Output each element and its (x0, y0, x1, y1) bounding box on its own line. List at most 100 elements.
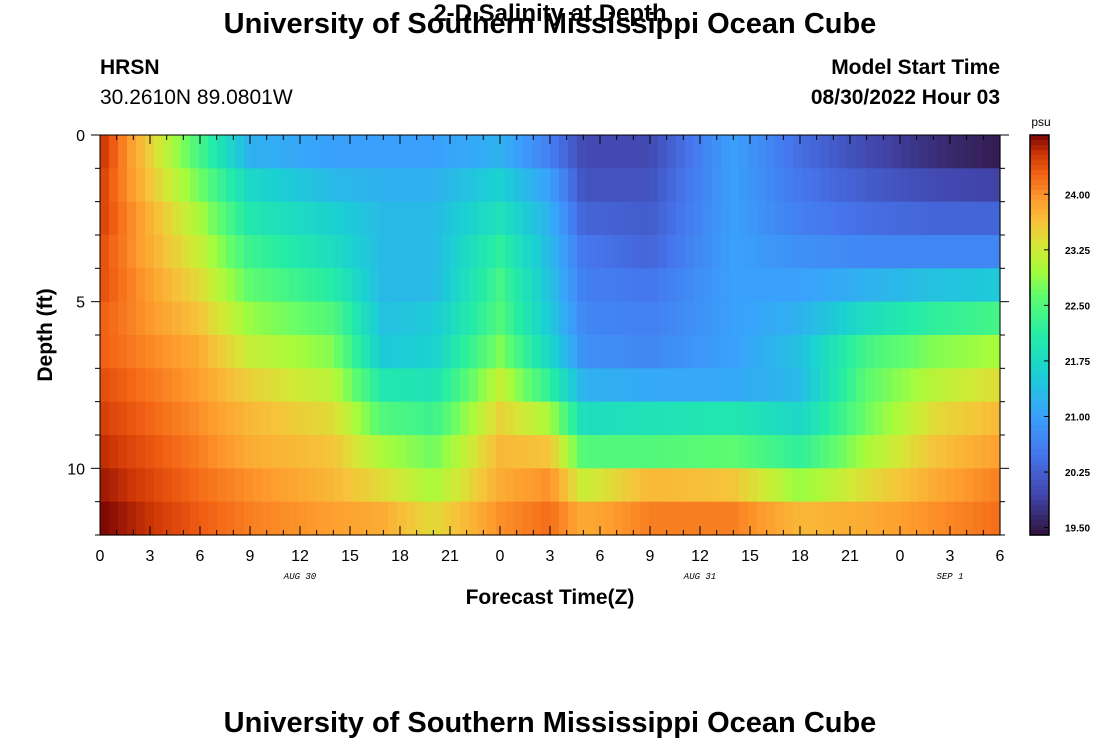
heatmap-cell (649, 368, 659, 403)
colorbar-segment (1030, 455, 1049, 461)
heatmap-cell (478, 368, 488, 403)
colorbar-tick-label: 21.75 (1065, 357, 1090, 368)
heatmap-cell (847, 435, 857, 469)
heatmap-cell (937, 168, 947, 203)
heatmap-cell (703, 268, 713, 303)
heatmap-cell (127, 301, 137, 336)
x-tick-label: 18 (791, 548, 809, 565)
heatmap-cell (721, 435, 731, 469)
heatmap-cell (379, 168, 389, 203)
heatmap-cell (487, 235, 497, 269)
heatmap-cell (982, 135, 992, 169)
heatmap-cell (667, 235, 677, 269)
heatmap-cell (964, 335, 974, 369)
heatmap-cell (919, 235, 929, 269)
heatmap-cell (856, 235, 866, 269)
heatmap-cell (433, 268, 443, 303)
heatmap-cell (595, 168, 605, 203)
colorbar-segment (1030, 315, 1049, 321)
heatmap-cell (901, 368, 911, 403)
colorbar-segment (1030, 475, 1049, 481)
x-tick-label: 0 (496, 548, 505, 565)
heatmap-cell (460, 501, 470, 536)
heatmap-cell (487, 135, 497, 169)
heatmap-cell (226, 301, 236, 336)
heatmap-cell (775, 468, 785, 503)
heatmap-cell (820, 168, 830, 203)
heatmap-cell (802, 501, 812, 536)
heatmap-cell (865, 135, 875, 169)
heatmap-cell (514, 468, 524, 503)
heatmap-cell (910, 201, 920, 236)
heatmap-cell (946, 168, 956, 203)
heatmap-cell (181, 501, 191, 536)
heatmap-cell (847, 135, 857, 169)
heatmap-cell (946, 301, 956, 336)
heatmap-cell (505, 235, 515, 269)
heatmap-cell (856, 335, 866, 369)
heatmap-cell (280, 401, 290, 436)
heatmap-cell (892, 401, 902, 436)
heatmap-cell (892, 268, 902, 303)
heatmap-cell (163, 468, 173, 503)
heatmap-cell (748, 368, 758, 403)
heatmap-cell (379, 501, 389, 536)
heatmap-cell (199, 401, 209, 436)
heatmap-cell (208, 501, 218, 536)
heatmap-cell (388, 135, 398, 169)
heatmap-cell (406, 301, 416, 336)
heatmap-cell (595, 368, 605, 403)
heatmap-cell (442, 201, 452, 236)
heatmap-cell (361, 368, 371, 403)
heatmap-cell (586, 235, 596, 269)
heatmap-cell (523, 468, 533, 503)
heatmap-cell (757, 335, 767, 369)
heatmap-cell (937, 201, 947, 236)
colorbar-segment (1030, 285, 1049, 291)
heatmap-cell (154, 301, 164, 336)
heatmap-cell (460, 201, 470, 236)
heatmap-cell (757, 468, 767, 503)
heatmap-cell (370, 468, 380, 503)
heatmap-cell (658, 401, 668, 436)
heatmap-cell (640, 335, 650, 369)
heatmap-cell (352, 301, 362, 336)
heatmap-cell (829, 468, 839, 503)
heatmap-cell (901, 501, 911, 536)
heatmap-cell (262, 501, 272, 536)
heatmap-cell (928, 401, 938, 436)
heatmap-cell (694, 235, 704, 269)
heatmap-cell (442, 235, 452, 269)
heatmap-cell (334, 401, 344, 436)
heatmap-cell (109, 335, 119, 369)
heatmap-cell (262, 135, 272, 169)
heatmap-cell (676, 468, 686, 503)
heatmap-cell (487, 168, 497, 203)
heatmap-cell (595, 435, 605, 469)
heatmap-cell (937, 335, 947, 369)
heatmap-cell (721, 468, 731, 503)
heatmap-cell (712, 435, 722, 469)
heatmap-cell (874, 268, 884, 303)
heatmap-cell (514, 201, 524, 236)
heatmap-cell (640, 235, 650, 269)
heatmap-cell (469, 268, 479, 303)
heatmap-cell (343, 235, 353, 269)
heatmap-cell (685, 501, 695, 536)
heatmap-cell (550, 301, 560, 336)
heatmap-cell (793, 468, 803, 503)
heatmap-cell (676, 401, 686, 436)
colorbar-segment (1030, 470, 1049, 476)
heatmap-cell (613, 368, 623, 403)
heatmap-cell (307, 201, 317, 236)
colorbar-segment (1030, 435, 1049, 441)
heatmap-cell (325, 301, 335, 336)
heatmap-cell (730, 335, 740, 369)
heatmap-cell (856, 401, 866, 436)
colorbar-segment (1030, 225, 1049, 231)
heatmap-cell (127, 401, 137, 436)
colorbar-segment (1030, 510, 1049, 516)
heatmap-cell (694, 301, 704, 336)
heatmap-cell (838, 201, 848, 236)
heatmap-cell (874, 168, 884, 203)
